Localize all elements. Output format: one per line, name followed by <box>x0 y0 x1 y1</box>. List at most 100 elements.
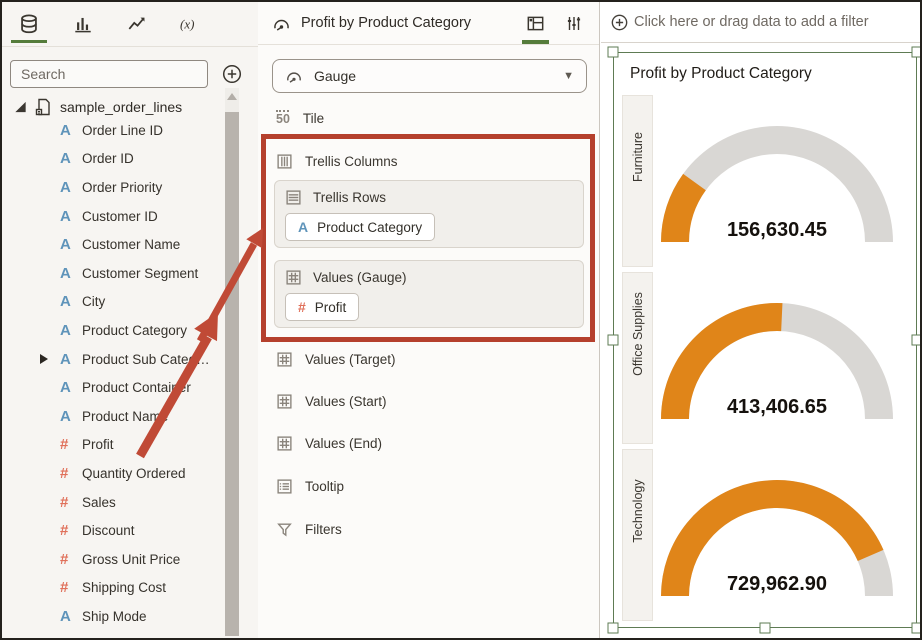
values-grid-icon <box>277 351 292 367</box>
number-field-icon: # <box>60 436 69 454</box>
viz-title: Profit by Product Category <box>630 65 812 82</box>
text-field-icon: A <box>60 264 71 282</box>
grammar-tile-row[interactable]: 50 Tile <box>276 110 325 127</box>
viz-type-dropdown[interactable]: Gauge ▼ <box>272 59 587 93</box>
field-quantity-ordered[interactable]: # Quantity Ordered <box>60 464 186 482</box>
number-field-icon: # <box>298 299 306 315</box>
text-field-icon: A <box>60 207 71 225</box>
grammar-trellis-rows: Trellis Rows A Product Category <box>274 180 584 248</box>
tile-icon: 50 <box>276 110 290 127</box>
values-grid-icon <box>277 435 292 451</box>
field-product-name[interactable]: A Product Name <box>60 407 169 425</box>
resize-handle-mid-right[interactable] <box>911 334 920 346</box>
grammar-filters[interactable]: Filters <box>276 516 342 542</box>
resize-handle-top-left[interactable] <box>607 46 619 58</box>
resize-handle-bottom-mid[interactable] <box>759 622 771 634</box>
grammar-values-gauge: Values (Gauge) # Profit <box>274 260 584 328</box>
text-field-icon: A <box>60 178 71 196</box>
trellis-row-label: Technology <box>622 449 653 621</box>
pill-product-category[interactable]: A Product Category <box>285 213 436 241</box>
field-product-sub-category[interactable]: A Product Sub Categ… <box>2 345 238 374</box>
svg-text:413,406.65: 413,406.65 <box>726 396 826 418</box>
collapsed-caret-icon[interactable] <box>40 354 48 365</box>
pill-profit[interactable]: # Profit <box>285 293 360 321</box>
properties-button[interactable] <box>565 14 583 33</box>
trellis-grid: Furniture 156,630.45 Office Supplies <box>622 95 906 621</box>
field-profit[interactable]: # Profit <box>60 436 114 454</box>
scrollbar-thumb[interactable] <box>225 112 239 636</box>
tab-analytics[interactable] <box>122 4 152 44</box>
text-field-icon: A <box>60 321 71 339</box>
dataset-name: sample_order_lines <box>60 99 183 115</box>
gauge-icon <box>274 19 289 31</box>
field-customer-segment[interactable]: A Customer Segment <box>60 264 199 282</box>
text-field-icon: A <box>60 350 71 368</box>
field-sales[interactable]: # Sales <box>60 493 116 511</box>
gauge-cell-office-supplies: Office Supplies 413,406.65 <box>622 272 906 444</box>
expand-caret-icon[interactable] <box>15 101 26 113</box>
text-field-icon: A <box>60 379 71 397</box>
gauge-visualization[interactable]: Profit by Product Category Furniture 156… <box>613 52 917 628</box>
grammar-values-target[interactable]: Values (Target) <box>276 346 396 372</box>
function-fx-icon: (x) <box>180 17 194 32</box>
text-field-icon: A <box>60 607 71 625</box>
field-product-category[interactable]: A Product Category <box>60 321 188 339</box>
plus-circle-icon <box>222 64 242 84</box>
sliders-icon <box>567 16 581 30</box>
gauge-furniture: 156,630.45 <box>660 126 893 242</box>
viz-panel-title: Profit by Product Category <box>301 15 472 31</box>
search-input[interactable] <box>10 60 208 88</box>
field-customer-id[interactable]: A Customer ID <box>60 207 158 225</box>
data-panel-tabs: (x) <box>2 2 258 47</box>
trellis-columns-icon <box>277 153 292 169</box>
values-grid-icon <box>286 270 301 285</box>
field-order-priority[interactable]: A Order Priority <box>60 178 163 196</box>
filter-prompt: Click here or drag data to add a filter <box>634 14 869 30</box>
scroll-up-arrow[interactable] <box>227 93 237 100</box>
plus-circle-icon <box>611 14 628 30</box>
number-field-icon: # <box>60 464 69 482</box>
dataset-node[interactable]: sample_order_lines <box>2 94 258 120</box>
resize-handle-bottom-left[interactable] <box>607 622 619 634</box>
tab-visualizations[interactable] <box>68 4 98 44</box>
grammar-panel: Profit by Product Category <box>258 2 600 638</box>
resize-handle-bottom-right[interactable] <box>911 622 920 634</box>
grammar-trellis-columns[interactable]: Trellis Columns <box>276 148 398 174</box>
grammar-layout-icon <box>527 16 544 30</box>
resize-handle-top-right[interactable] <box>911 46 920 58</box>
gauge-cell-furniture: Furniture 156,630.45 <box>622 95 906 267</box>
number-field-icon: # <box>60 550 69 568</box>
text-field-icon: A <box>60 407 71 425</box>
trellis-row-label: Office Supplies <box>622 272 653 444</box>
chevron-down-icon: ▼ <box>563 70 574 82</box>
field-order-line-id[interactable]: A Order Line ID <box>60 121 164 139</box>
field-product-container[interactable]: A Product Container <box>60 379 191 397</box>
gauge-technology: 729,962.90 <box>660 479 893 596</box>
field-gross-unit-price[interactable]: # Gross Unit Price <box>60 550 181 568</box>
add-data-button[interactable] <box>221 63 243 85</box>
tab-data[interactable] <box>11 4 47 44</box>
filter-funnel-icon <box>277 522 292 537</box>
field-customer-name[interactable]: A Customer Name <box>60 236 181 254</box>
grammar-values-start[interactable]: Values (Start) <box>276 388 387 414</box>
grammar-values-end[interactable]: Values (End) <box>276 430 382 456</box>
grammar-tooltip[interactable]: Tooltip <box>276 473 344 499</box>
tab-calculations[interactable]: (x) <box>176 4 206 44</box>
filter-bar[interactable]: Click here or drag data to add a filter <box>601 2 920 43</box>
field-list: A Order Line ID A Order ID A Order Priority… <box>2 116 238 631</box>
field-order-id[interactable]: A Order ID <box>60 150 134 168</box>
field-discount[interactable]: # Discount <box>60 522 135 540</box>
tooltip-list-icon <box>277 478 292 494</box>
text-field-icon: A <box>60 236 71 254</box>
field-ship-mode[interactable]: A Ship Mode <box>60 607 147 625</box>
field-shipping-cost[interactable]: # Shipping Cost <box>60 579 167 597</box>
values-grid-icon <box>277 393 292 409</box>
trellis-rows-icon <box>286 190 301 205</box>
resize-handle-mid-left[interactable] <box>607 334 619 346</box>
field-city[interactable]: A City <box>60 293 106 311</box>
number-field-icon: # <box>60 522 69 540</box>
grammar-tab-button[interactable] <box>522 14 549 44</box>
text-field-icon: A <box>60 150 71 168</box>
gauge-icon <box>287 72 301 83</box>
